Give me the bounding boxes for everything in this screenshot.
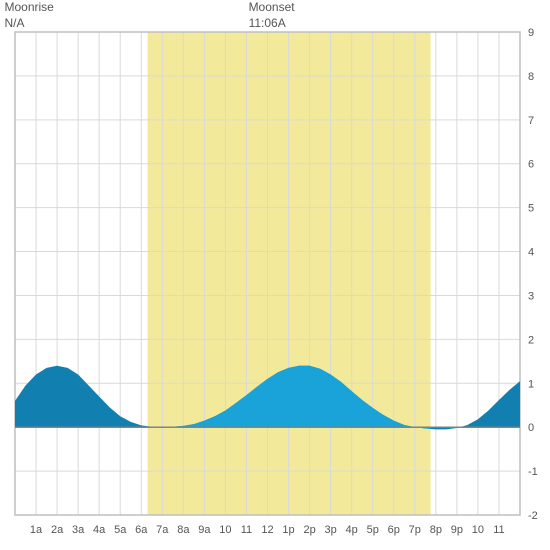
svg-text:7a: 7a bbox=[156, 524, 169, 536]
svg-text:1: 1 bbox=[528, 378, 534, 390]
svg-text:8p: 8p bbox=[430, 524, 442, 536]
svg-text:1p: 1p bbox=[282, 524, 294, 536]
svg-text:3: 3 bbox=[528, 290, 534, 302]
svg-text:6p: 6p bbox=[388, 524, 400, 536]
svg-text:9a: 9a bbox=[198, 524, 211, 536]
svg-text:4p: 4p bbox=[346, 524, 358, 536]
tide-chart: -2-101234567891a2a3a4a5a6a7a8a9a1011121p… bbox=[0, 0, 550, 550]
svg-text:-2: -2 bbox=[528, 510, 538, 522]
svg-text:5: 5 bbox=[528, 203, 534, 215]
svg-text:11: 11 bbox=[493, 524, 504, 536]
svg-text:1a: 1a bbox=[30, 524, 43, 536]
svg-text:9p: 9p bbox=[451, 524, 463, 536]
svg-text:-1: -1 bbox=[528, 466, 538, 478]
svg-text:10: 10 bbox=[219, 524, 231, 536]
svg-text:2a: 2a bbox=[51, 524, 64, 536]
svg-text:2p: 2p bbox=[303, 524, 315, 536]
svg-text:11: 11 bbox=[241, 524, 252, 536]
svg-text:3a: 3a bbox=[72, 524, 85, 536]
svg-text:7: 7 bbox=[528, 115, 534, 127]
svg-text:0: 0 bbox=[528, 422, 534, 434]
svg-text:5a: 5a bbox=[114, 524, 127, 536]
svg-text:2: 2 bbox=[528, 334, 534, 346]
svg-text:9: 9 bbox=[528, 27, 534, 39]
svg-text:5p: 5p bbox=[367, 524, 379, 536]
svg-text:8: 8 bbox=[528, 71, 534, 83]
svg-text:4: 4 bbox=[528, 247, 534, 259]
chart-canvas: -2-101234567891a2a3a4a5a6a7a8a9a1011121p… bbox=[0, 0, 550, 550]
svg-text:8a: 8a bbox=[177, 524, 190, 536]
svg-text:3p: 3p bbox=[325, 524, 337, 536]
svg-text:12: 12 bbox=[261, 524, 273, 536]
svg-text:7p: 7p bbox=[409, 524, 421, 536]
svg-text:10: 10 bbox=[472, 524, 484, 536]
svg-text:4a: 4a bbox=[93, 524, 106, 536]
svg-text:6a: 6a bbox=[135, 524, 148, 536]
svg-text:6: 6 bbox=[528, 159, 534, 171]
